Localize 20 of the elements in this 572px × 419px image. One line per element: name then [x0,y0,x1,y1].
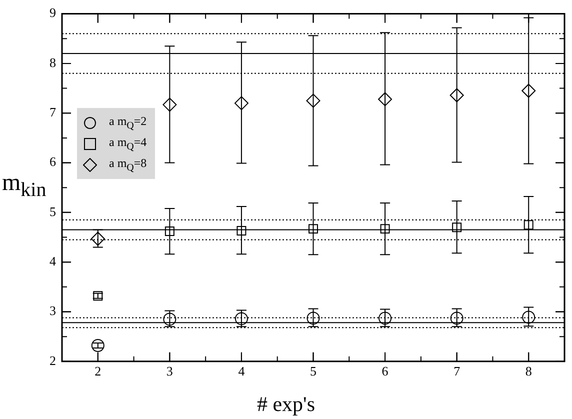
x-tick-label: 2 [94,364,102,379]
y-tick-label: 6 [50,154,56,170]
x-axis-title: # exp's [256,392,316,417]
x-tick-label: 8 [525,364,532,379]
y-tick-label: 8 [50,54,56,70]
y-tick-label: 3 [50,303,56,318]
x-tick-label: 7 [454,364,461,379]
y-tick-label: 4 [50,254,56,269]
x-tick-label: 5 [310,364,316,379]
legend-label: a m$_{Q}$=8 [109,156,147,174]
y-axis-title: m$_{kin}$ [2,170,46,202]
y-tick-label: 9 [50,5,56,20]
legend-label: a m$_{Q}$=4 [109,134,147,152]
y-tick-label: 2 [50,352,56,368]
x-tick-label: 3 [166,364,173,379]
x-tick-label: 6 [382,364,389,379]
x-tick-label: 4 [238,364,246,379]
legend-label: a m$_{Q}$=2 [109,114,147,132]
y-tick-label: 7 [50,104,56,120]
y-tick-label: 5 [50,204,56,219]
